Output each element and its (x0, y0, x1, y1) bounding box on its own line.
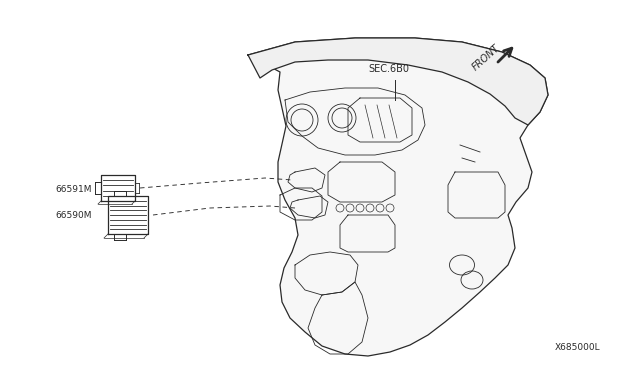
Text: 66590M: 66590M (55, 211, 92, 220)
Text: FRONT: FRONT (470, 42, 501, 72)
Polygon shape (248, 38, 548, 356)
Text: 66591M: 66591M (55, 185, 92, 194)
Text: X685000L: X685000L (555, 343, 600, 352)
Polygon shape (248, 38, 548, 125)
Text: SEC.6B0: SEC.6B0 (368, 64, 409, 74)
